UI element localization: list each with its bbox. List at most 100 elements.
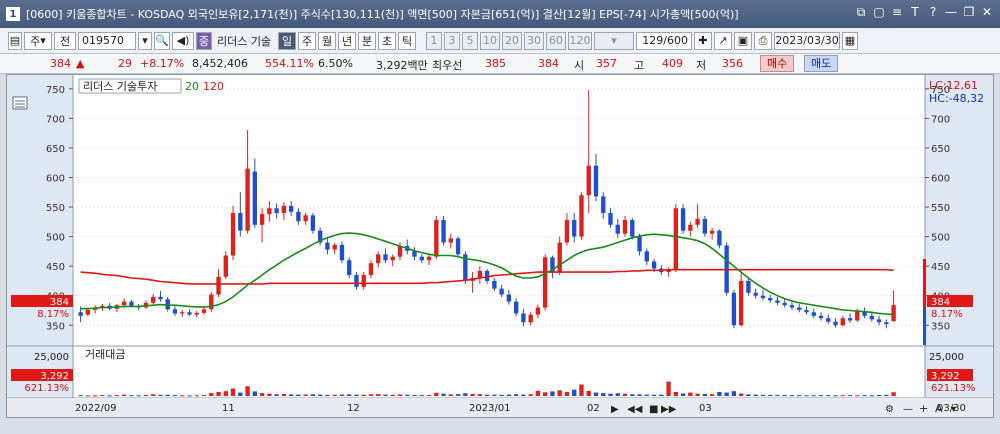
settings-icon: ⚙ [885, 404, 894, 415]
speaker-icon[interactable]: ◀) [172, 31, 194, 50]
volume-bar [484, 394, 490, 396]
close-icon[interactable]: ✕ [981, 5, 993, 19]
custom-interval-select[interactable]: ▾ [594, 31, 634, 50]
candle-body [876, 319, 882, 323]
volume-bar [223, 391, 228, 396]
period-day-button[interactable]: 일 [278, 31, 296, 50]
volume-bar [267, 393, 272, 396]
high-price: 409 [662, 57, 683, 70]
indicator-icon[interactable]: ✚ [694, 31, 712, 50]
calendar-icon[interactable]: ▦ [842, 31, 858, 50]
candle-body [760, 295, 766, 299]
scroll-controls[interactable]: ▶ ◀◀ ■ ▶▶ ⚙ — + A ▾ [611, 402, 956, 415]
stock-code-input[interactable]: 019570 [78, 31, 136, 50]
volume-bar [143, 394, 149, 396]
volume-bar [390, 394, 395, 396]
candle-body [281, 205, 287, 213]
right-volume-marker-bg [927, 369, 973, 381]
interval-5-button[interactable]: 5 [462, 31, 478, 50]
candle-body [288, 205, 294, 212]
candle-body [455, 238, 461, 255]
help-icon[interactable]: ? [929, 5, 937, 19]
interval-10-button[interactable]: 10 [480, 31, 500, 50]
save-icon[interactable]: ▣ [734, 31, 752, 50]
search-icon[interactable]: 🔍 [154, 31, 170, 50]
menu-icon[interactable]: ≡ [891, 5, 903, 19]
volume-bar [760, 394, 766, 396]
interval-60-button[interactable]: 60 [546, 31, 566, 50]
market-select[interactable]: 주 ▾ [24, 31, 52, 50]
volume-bar [180, 395, 185, 397]
period-year-button[interactable]: 년 [338, 31, 356, 50]
volume-bar [521, 394, 526, 396]
period-second-button[interactable]: 초 [378, 31, 396, 50]
volume-bar [499, 394, 504, 396]
date-input[interactable]: 2023/03/30 [774, 31, 840, 50]
candle-body [296, 211, 301, 222]
minimize-icon[interactable]: — [945, 5, 957, 19]
volume-bar [317, 394, 323, 396]
sell-button[interactable]: 매도 [804, 55, 839, 72]
font-icon[interactable]: T [911, 5, 919, 19]
print-icon[interactable]: ⎙ [754, 31, 772, 50]
volume-bar [579, 384, 584, 396]
volume-bar [448, 394, 453, 396]
volume-bar [855, 395, 860, 397]
volume-bar [738, 393, 744, 396]
maximize-icon[interactable]: ❐ [963, 5, 975, 19]
candle-body [666, 269, 671, 273]
right-volume-pct: 621.13% [931, 383, 976, 394]
interval-20-button[interactable]: 20 [502, 31, 522, 50]
candle-body [884, 322, 889, 325]
grid-lines [73, 88, 925, 326]
period-month-button[interactable]: 월 [318, 31, 336, 50]
volume-bar [441, 393, 446, 396]
candle-body [122, 301, 127, 306]
hc-label: HC:-48,32 [929, 92, 984, 105]
chart-settings-icon[interactable] [12, 96, 28, 110]
volume-bar [746, 394, 751, 396]
list-icon[interactable]: ▤ [8, 31, 22, 50]
buy-button[interactable]: 매수 [760, 55, 795, 72]
candle-body [201, 309, 207, 313]
candle-body [680, 208, 686, 231]
y-tick-left: 500 [46, 233, 65, 244]
left-volume-marker-bg [11, 369, 73, 381]
current-price: 384 [50, 57, 71, 70]
count-input[interactable]: 129/600 [636, 31, 692, 50]
candle-body [564, 220, 570, 243]
volume-bar [347, 394, 352, 396]
volume-bar [332, 394, 337, 396]
volume-bar [122, 394, 127, 396]
prev-button[interactable]: 전 [54, 31, 76, 50]
period-minute-button[interactable]: 분 [358, 31, 376, 50]
frame-icon[interactable]: ▢ [873, 5, 885, 19]
trade-amount: 3,292백만 [376, 59, 428, 72]
ma20-line [80, 232, 894, 316]
interval-120-button[interactable]: 120 [568, 31, 592, 50]
candlestick-chart[interactable]: 350400450500550600650700750 350400450500… [7, 75, 993, 417]
candle-body [506, 294, 512, 302]
x-label-03: 03 [699, 403, 712, 414]
candle-body [593, 165, 599, 197]
next-page-icon: ▶▶ [661, 404, 677, 415]
draw-icon[interactable]: ↗ [714, 31, 732, 50]
zoom-in-icon: + [919, 402, 928, 415]
x-label-2023-01: 2023/01 [469, 403, 511, 414]
volume-bar [768, 394, 773, 396]
restore-icon[interactable]: ⧉ [856, 5, 866, 19]
y-tick-right: 550 [931, 203, 950, 214]
volume-bar [230, 388, 236, 396]
chart-area[interactable]: 350400450500550600650700750 350400450500… [6, 74, 994, 418]
interval-3-button[interactable]: 3 [444, 31, 460, 50]
candle-body [862, 311, 867, 316]
y-tick-right: 650 [931, 144, 950, 155]
candle-body [840, 318, 845, 326]
volume-bar [455, 394, 461, 396]
interval-30-button[interactable]: 30 [524, 31, 544, 50]
dropdown-icon[interactable]: ▾ [138, 31, 152, 50]
interval-1-button[interactable]: 1 [426, 31, 442, 50]
period-week-button[interactable]: 주 [298, 31, 316, 50]
volume-bar [426, 394, 432, 396]
period-tick-button[interactable]: 틱 [398, 31, 416, 50]
